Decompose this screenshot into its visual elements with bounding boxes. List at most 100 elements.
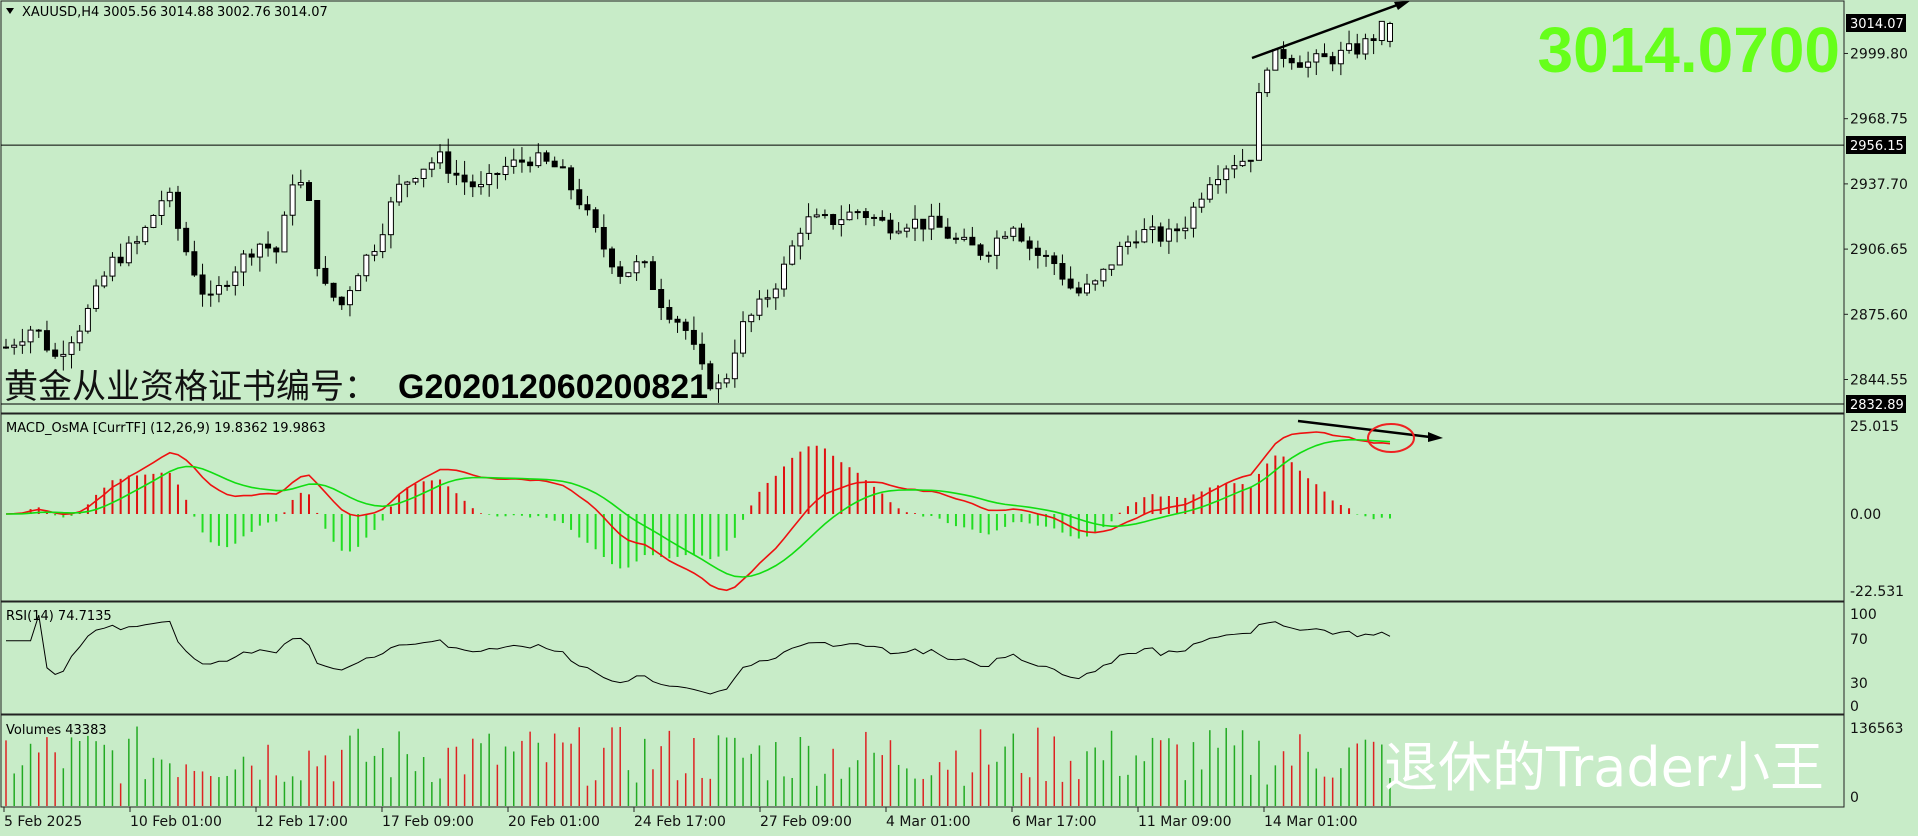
candle-body bbox=[731, 352, 738, 380]
candle-body bbox=[314, 200, 321, 269]
candle-body bbox=[862, 211, 869, 219]
volume-header: Volumes 43383 bbox=[6, 723, 107, 738]
candle-body bbox=[477, 184, 484, 188]
candle-body bbox=[715, 382, 722, 390]
price-tick-label: 2844.55 bbox=[1850, 373, 1908, 389]
candle-body bbox=[371, 251, 378, 256]
candle-body bbox=[207, 293, 214, 296]
collapse-triangle-icon[interactable] bbox=[6, 8, 14, 14]
bottom-price-tag: 2832.89 bbox=[1850, 398, 1904, 413]
candle-body bbox=[1010, 227, 1017, 237]
macd-layer bbox=[5, 431, 1391, 592]
candle-body bbox=[609, 248, 616, 268]
candle-body bbox=[1272, 49, 1279, 71]
time-tick-label: 5 Feb 2025 bbox=[4, 814, 82, 830]
candle-body bbox=[1280, 49, 1287, 59]
candle-body bbox=[60, 353, 67, 357]
candle-body bbox=[1133, 241, 1140, 244]
candle-body bbox=[1083, 283, 1090, 294]
price-tick-label: 2906.65 bbox=[1850, 242, 1908, 258]
candle-body bbox=[740, 321, 747, 354]
candle-body bbox=[1043, 254, 1050, 257]
candle-body bbox=[961, 236, 968, 240]
candle-body bbox=[952, 237, 959, 240]
time-tick-label: 11 Mar 09:00 bbox=[1138, 814, 1231, 830]
candle-body bbox=[813, 214, 820, 218]
candle-body bbox=[871, 216, 878, 219]
candle-body bbox=[134, 241, 141, 244]
candle-body bbox=[174, 191, 181, 229]
current-price-tag-bg bbox=[1846, 14, 1906, 32]
candle-body bbox=[748, 314, 755, 323]
candle-body bbox=[912, 218, 919, 229]
price-tick-label: 2937.70 bbox=[1850, 177, 1908, 193]
candle-body bbox=[699, 343, 706, 365]
candle-body bbox=[1002, 235, 1009, 239]
candle-body bbox=[1321, 53, 1328, 58]
candle-body bbox=[1215, 179, 1222, 186]
symbol-header: XAUUSD,H4 bbox=[22, 5, 99, 20]
candle-body bbox=[346, 290, 353, 306]
macd-line bbox=[5, 431, 1391, 592]
candle-body bbox=[576, 189, 583, 206]
macd-header: MACD_OsMA [CurrTF] (12,26,9) 19.8362 19.… bbox=[6, 421, 326, 436]
price-axis: 2999.80 2968.75 2937.70 2906.65 2875.60 2844.… bbox=[1844, 46, 1908, 389]
candle-body bbox=[854, 211, 861, 214]
candle-body bbox=[1255, 92, 1262, 161]
candle-body bbox=[830, 214, 837, 225]
candle-body bbox=[1313, 53, 1320, 63]
signature-watermark: 退休的Trader小王 bbox=[1384, 736, 1824, 799]
candle-body bbox=[84, 307, 91, 332]
candle-body bbox=[469, 181, 476, 188]
big-price-readout: 3014.0700 bbox=[1537, 14, 1840, 86]
candle-body bbox=[297, 182, 304, 186]
candle-body bbox=[191, 251, 198, 276]
candle-body bbox=[1116, 245, 1123, 266]
candle-body bbox=[1149, 226, 1156, 231]
level-price-tag: 2956.15 bbox=[1850, 139, 1904, 154]
candle-body bbox=[453, 172, 460, 176]
candle-body bbox=[35, 329, 42, 332]
candle-body bbox=[265, 243, 272, 249]
ohlc-high: 3014.88 bbox=[160, 5, 214, 20]
price-tick-label: 2875.60 bbox=[1850, 307, 1908, 323]
candle-body bbox=[690, 329, 697, 345]
certificate-label: 黄金从业资格证书编号： bbox=[4, 367, 378, 407]
candlestick-layer bbox=[1, 20, 1844, 405]
volume-tick-max: 136563 bbox=[1850, 721, 1903, 737]
candle-body bbox=[551, 160, 558, 168]
time-tick-label: 20 Feb 01:00 bbox=[508, 814, 600, 830]
time-tick-label: 4 Mar 01:00 bbox=[886, 814, 971, 830]
candle-body bbox=[1067, 278, 1074, 289]
candle-body bbox=[199, 274, 206, 295]
candle-body bbox=[936, 215, 943, 228]
candle-body bbox=[707, 363, 714, 390]
candle-body bbox=[281, 214, 288, 253]
candle-body bbox=[1296, 62, 1303, 68]
candle-body bbox=[527, 161, 534, 167]
price-tick-label: 2999.80 bbox=[1850, 46, 1908, 62]
time-tick-label: 24 Feb 17:00 bbox=[634, 814, 726, 830]
candle-body bbox=[27, 329, 34, 343]
level-price-tag-bg bbox=[1846, 136, 1906, 154]
candle-body bbox=[232, 271, 239, 286]
candle-body bbox=[256, 243, 263, 258]
candle-body bbox=[11, 344, 18, 348]
candle-body bbox=[838, 219, 845, 225]
candle-body bbox=[306, 182, 313, 202]
time-tick-label: 14 Mar 01:00 bbox=[1264, 814, 1357, 830]
candle-body bbox=[1239, 160, 1246, 167]
candle-body bbox=[764, 297, 771, 300]
rsi-layer bbox=[6, 614, 1391, 695]
candle-body bbox=[404, 181, 411, 185]
candle-body bbox=[379, 234, 386, 253]
rsi-tick-0: 0 bbox=[1850, 699, 1859, 715]
candle-body bbox=[584, 204, 591, 211]
rsi-tick-100: 100 bbox=[1850, 607, 1877, 623]
rsi-tick-30: 30 bbox=[1850, 676, 1868, 692]
candle-body bbox=[944, 226, 951, 239]
candle-body bbox=[1305, 61, 1312, 68]
candle-body bbox=[150, 214, 157, 228]
candle-body bbox=[1288, 57, 1295, 64]
candle-body bbox=[1157, 226, 1164, 242]
